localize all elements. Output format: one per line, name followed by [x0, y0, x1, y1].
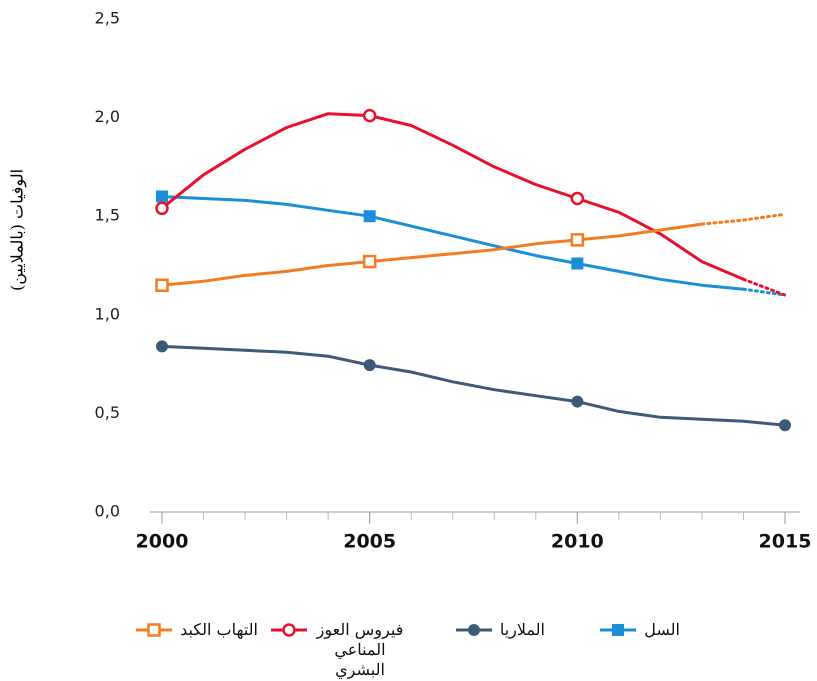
legend-item: التهاب الكبد	[134, 620, 258, 640]
series-line	[161, 344, 786, 427]
legend-item: السل	[598, 620, 680, 640]
marker	[155, 201, 169, 216]
x-tick-label: 2015	[759, 531, 812, 553]
legend-swatch	[271, 623, 307, 637]
series-line-dotted	[742, 287, 787, 297]
x-tick-label: 2010	[551, 531, 604, 553]
marker	[363, 359, 376, 372]
y-axis-label: الوفيات (بالملايين)	[8, 169, 27, 291]
chart: الوفيات (بالملايين) 0,0 0,5 1,0 1,5 2,0 2,5 20…	[8, 9, 812, 553]
x-tick-label: 2000	[136, 531, 189, 553]
marker	[571, 395, 584, 408]
series-line-dotted	[700, 212, 787, 226]
y-tick-label: 0,5	[95, 403, 120, 422]
marker	[147, 623, 161, 637]
marker	[779, 419, 791, 432]
marker	[363, 210, 376, 223]
legend-item: فيروس العوز المناعي البشري	[269, 620, 405, 680]
marker	[156, 190, 168, 203]
marker	[571, 257, 584, 270]
legend-swatch	[136, 623, 173, 637]
legend-label: الملاريا	[499, 620, 545, 639]
marker	[362, 108, 377, 123]
marker	[612, 624, 625, 636]
legend-label: فيروس العوز المناعي البشري	[316, 620, 404, 679]
y-tick-label: 2,0	[95, 107, 120, 126]
marker	[467, 624, 480, 636]
marker	[156, 340, 168, 353]
legend-swatch	[600, 624, 637, 636]
marker	[570, 233, 585, 247]
series-line-dotted	[742, 277, 787, 297]
x-tick-label: 2005	[343, 531, 396, 553]
series-line	[161, 222, 703, 287]
y-tick-label: 0,0	[95, 502, 120, 521]
legend-label: السل	[644, 620, 680, 639]
marker	[155, 278, 169, 292]
marker	[362, 254, 377, 269]
marker	[570, 191, 585, 206]
y-tick-label: 1,5	[95, 206, 120, 225]
series-line	[161, 112, 745, 281]
y-tick-label: 1,0	[95, 304, 120, 323]
y-tick-label: 2,5	[95, 9, 120, 28]
marker	[282, 623, 296, 637]
legend-label: التهاب الكبد	[180, 620, 258, 639]
series-line	[161, 195, 744, 291]
legend-swatch	[455, 624, 492, 636]
legend-item: الملاريا	[454, 620, 545, 640]
